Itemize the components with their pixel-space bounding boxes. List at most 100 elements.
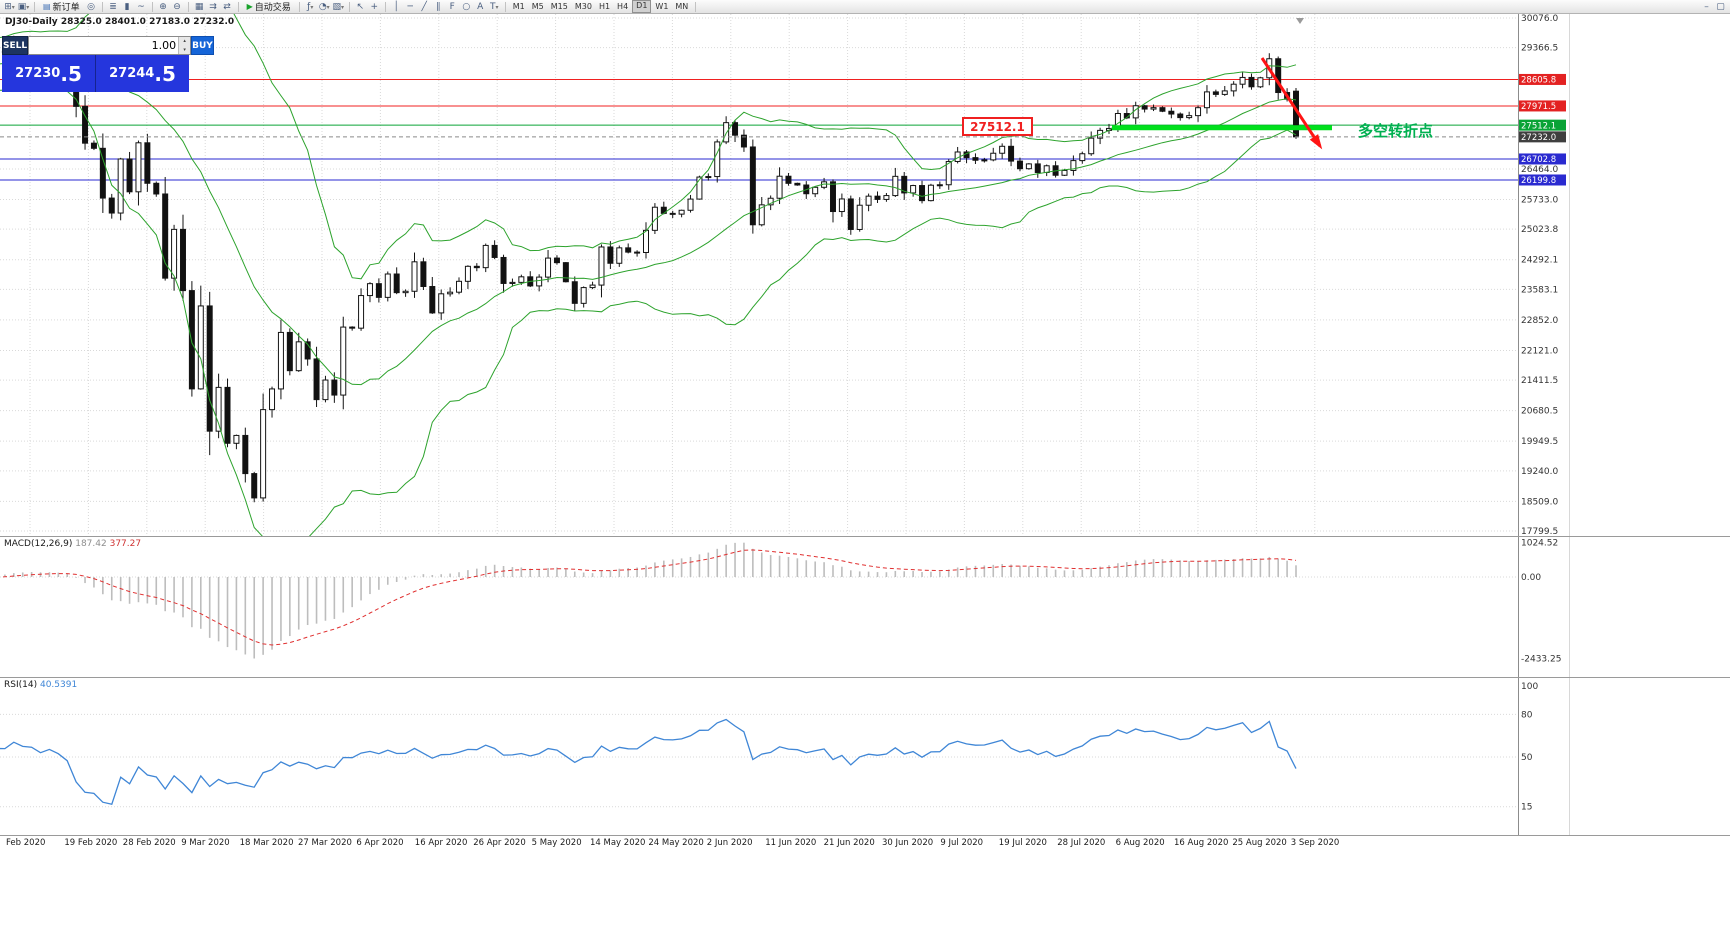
macd-panel: 1024.52 0.00 -2433.25 MACD(12,26,9) 187.42… (0, 536, 1730, 677)
vertical-line-icon[interactable]: │ (393, 1, 399, 12)
volume-increase-button[interactable]: ▴ (179, 37, 191, 46)
price-axis-label: 23583.1 (1521, 285, 1558, 295)
horizontal-line-icon[interactable]: ─ (407, 1, 413, 12)
candlestick-type-icon[interactable]: ▮ (124, 1, 130, 12)
buy-button[interactable]: BUY (191, 36, 214, 55)
rsi-value: 40.5391 (39, 680, 78, 690)
timeframe-h1-button[interactable]: H1 (598, 2, 611, 11)
main-chart-panel: 27512.1 多空转折点 30076.0 29366.5 28605.8 27971.5… (0, 14, 1730, 536)
buy-price-display[interactable]: 27244.5 (96, 55, 189, 92)
sell-price-display[interactable]: 27230.5 (2, 55, 96, 92)
date-label: 19 Jul 2020 (998, 838, 1047, 848)
toolbar: ⊞▾ ▣▾ ▤ 新订单 ◎ ≣ ▮ ~ ⊕ ⊖ ▦ ⇉ ⇄ ▶ 自动交易 ƒ▾ ◔▾ ▧▾ ↖ + │ ─ ╱ ∥ F ○ A T▾ M… (0, 0, 1730, 14)
grid (0, 14, 1518, 536)
timeframe-d1-button[interactable]: D1 (632, 0, 652, 13)
price-line-label: 26199.8 (1521, 176, 1556, 186)
channel-icon[interactable]: ∥ (436, 1, 441, 12)
bollinger-upper-band (0, 14, 1297, 280)
auto-trading-button[interactable]: ▶ 自动交易 (243, 1, 295, 13)
auto-scroll-icon[interactable]: ⇉ (209, 1, 217, 12)
timeframe-m15-button[interactable]: M15 (550, 2, 568, 11)
price-axis-label: 22121.0 (1521, 346, 1558, 356)
price-axis-label: 29366.5 (1521, 44, 1558, 54)
price-label-box-blue (1519, 153, 1566, 165)
line-chart-type-icon[interactable]: ~ (137, 1, 145, 12)
bottom-margin (0, 851, 1730, 939)
bar-chart-type-icon[interactable]: ≣ (109, 1, 117, 12)
date-axis[interactable]: Feb 2020 19 Feb 2020 28 Feb 2020 9 Mar 2020… (0, 835, 1730, 851)
volume-decrease-button[interactable]: ▾ (179, 45, 191, 54)
fibonacci-icon[interactable]: F (449, 1, 455, 12)
rsi-scale-label: 80 (1521, 710, 1533, 720)
macd-scale-label: 1024.52 (1521, 539, 1558, 549)
rsi-scale-label: 50 (1521, 753, 1533, 763)
date-label: 5 May 2020 (531, 838, 582, 848)
new-order-button-label: 新订单 (52, 3, 80, 13)
price-axis-label: 20680.5 (1521, 407, 1558, 417)
price-axis[interactable]: 30076.0 29366.5 28605.8 27971.5 27512.1 27232… (1518, 14, 1570, 536)
rsi-chart[interactable]: 100 80 50 15 (0, 678, 1730, 835)
price-line-label: 28605.8 (1521, 76, 1556, 86)
crosshair-icon[interactable]: + (370, 1, 379, 12)
zoom-in-icon[interactable]: ⊕ (159, 1, 167, 12)
arrow-tool-icon[interactable]: T▾ (489, 1, 499, 12)
timeframe-m30-button[interactable]: M30 (574, 2, 592, 11)
price-callout-box[interactable] (962, 117, 1033, 136)
date-label: 18 Mar 2020 (239, 838, 294, 848)
date-label: 28 Feb 2020 (122, 838, 176, 848)
toolbar-separator (298, 1, 300, 12)
toolbar-separator (695, 1, 697, 12)
minimize-window-icon[interactable]: – (1704, 1, 1709, 12)
toolbar-separator (151, 1, 153, 12)
candlestick-chart[interactable]: 27512.1 多空转折点 30076.0 29366.5 28605.8 27971.5… (0, 14, 1730, 536)
rsi-scale-label: 100 (1521, 682, 1538, 692)
date-label: 14 May 2020 (590, 838, 646, 848)
text-label-icon[interactable]: A (477, 1, 484, 12)
turning-point-annotation[interactable]: 多空转折点 (1358, 122, 1433, 140)
toolbar-separator (34, 1, 35, 12)
horizontal-line-objects[interactable] (0, 78, 1518, 181)
toolbar-separator (384, 1, 386, 12)
zoom-out-icon[interactable]: ⊖ (173, 1, 181, 12)
timeframe-w1-button[interactable]: W1 (655, 2, 669, 11)
chart-shift-marker[interactable] (1296, 18, 1304, 24)
date-label: 3 Sep 2020 (1290, 838, 1340, 848)
date-label: 28 Jul 2020 (1057, 838, 1106, 848)
cursor-icon[interactable]: ↖ (356, 1, 365, 12)
buy-price-int: 27244 (109, 66, 155, 81)
profiles-icon[interactable]: ▣▾ (17, 1, 30, 12)
chart-shift-icon[interactable]: ⇄ (223, 1, 231, 12)
new-chart-icon[interactable]: ⊞▾ (4, 1, 15, 12)
chart-symbol-period: DJ30-Daily (5, 17, 58, 27)
restore-window-icon[interactable]: ▢ (1716, 1, 1725, 12)
indicators-icon[interactable]: ƒ▾ (307, 1, 314, 12)
volume-input[interactable] (29, 37, 179, 54)
sell-button[interactable]: SELL (2, 36, 29, 55)
date-label: 21 Jun 2020 (823, 838, 875, 848)
tile-windows-icon[interactable]: ▦ (194, 1, 204, 12)
timeframe-menu-icon[interactable]: ◔▾ (318, 1, 330, 12)
templates-icon[interactable]: ▧▾ (332, 1, 345, 12)
sell-arrow[interactable] (1260, 57, 1323, 150)
date-label: 16 Aug 2020 (1174, 838, 1229, 848)
macd-name: MACD(12,26,9) (4, 539, 73, 549)
price-axis-label: 30076.0 (1521, 14, 1558, 24)
shapes-icon[interactable]: ○ (462, 1, 471, 12)
trendline-icon[interactable]: ╱ (421, 1, 427, 12)
date-label: 6 Apr 2020 (356, 838, 404, 848)
timeframe-m5-button[interactable]: M5 (531, 2, 544, 11)
trade-price-row: 27230.5 27244.5 (2, 55, 189, 92)
date-label: 25 Aug 2020 (1232, 838, 1287, 848)
volume-field[interactable]: ▴ ▾ (28, 36, 192, 55)
macd-chart[interactable]: 1024.52 0.00 -2433.25 (0, 537, 1730, 677)
new-order-button[interactable]: ▤ 新订单 (39, 1, 84, 13)
alerts-icon[interactable]: ◎ (87, 1, 95, 12)
rsi-scale-label: 15 (1521, 803, 1532, 813)
price-label-box-green (1519, 119, 1566, 131)
toolbar-separator (504, 1, 506, 12)
timeframe-mn-button[interactable]: MN (675, 2, 689, 11)
price-callout-text: 27512.1 (970, 120, 1025, 134)
timeframe-m1-button[interactable]: M1 (512, 2, 525, 11)
timeframe-h4-button[interactable]: H4 (617, 2, 629, 11)
